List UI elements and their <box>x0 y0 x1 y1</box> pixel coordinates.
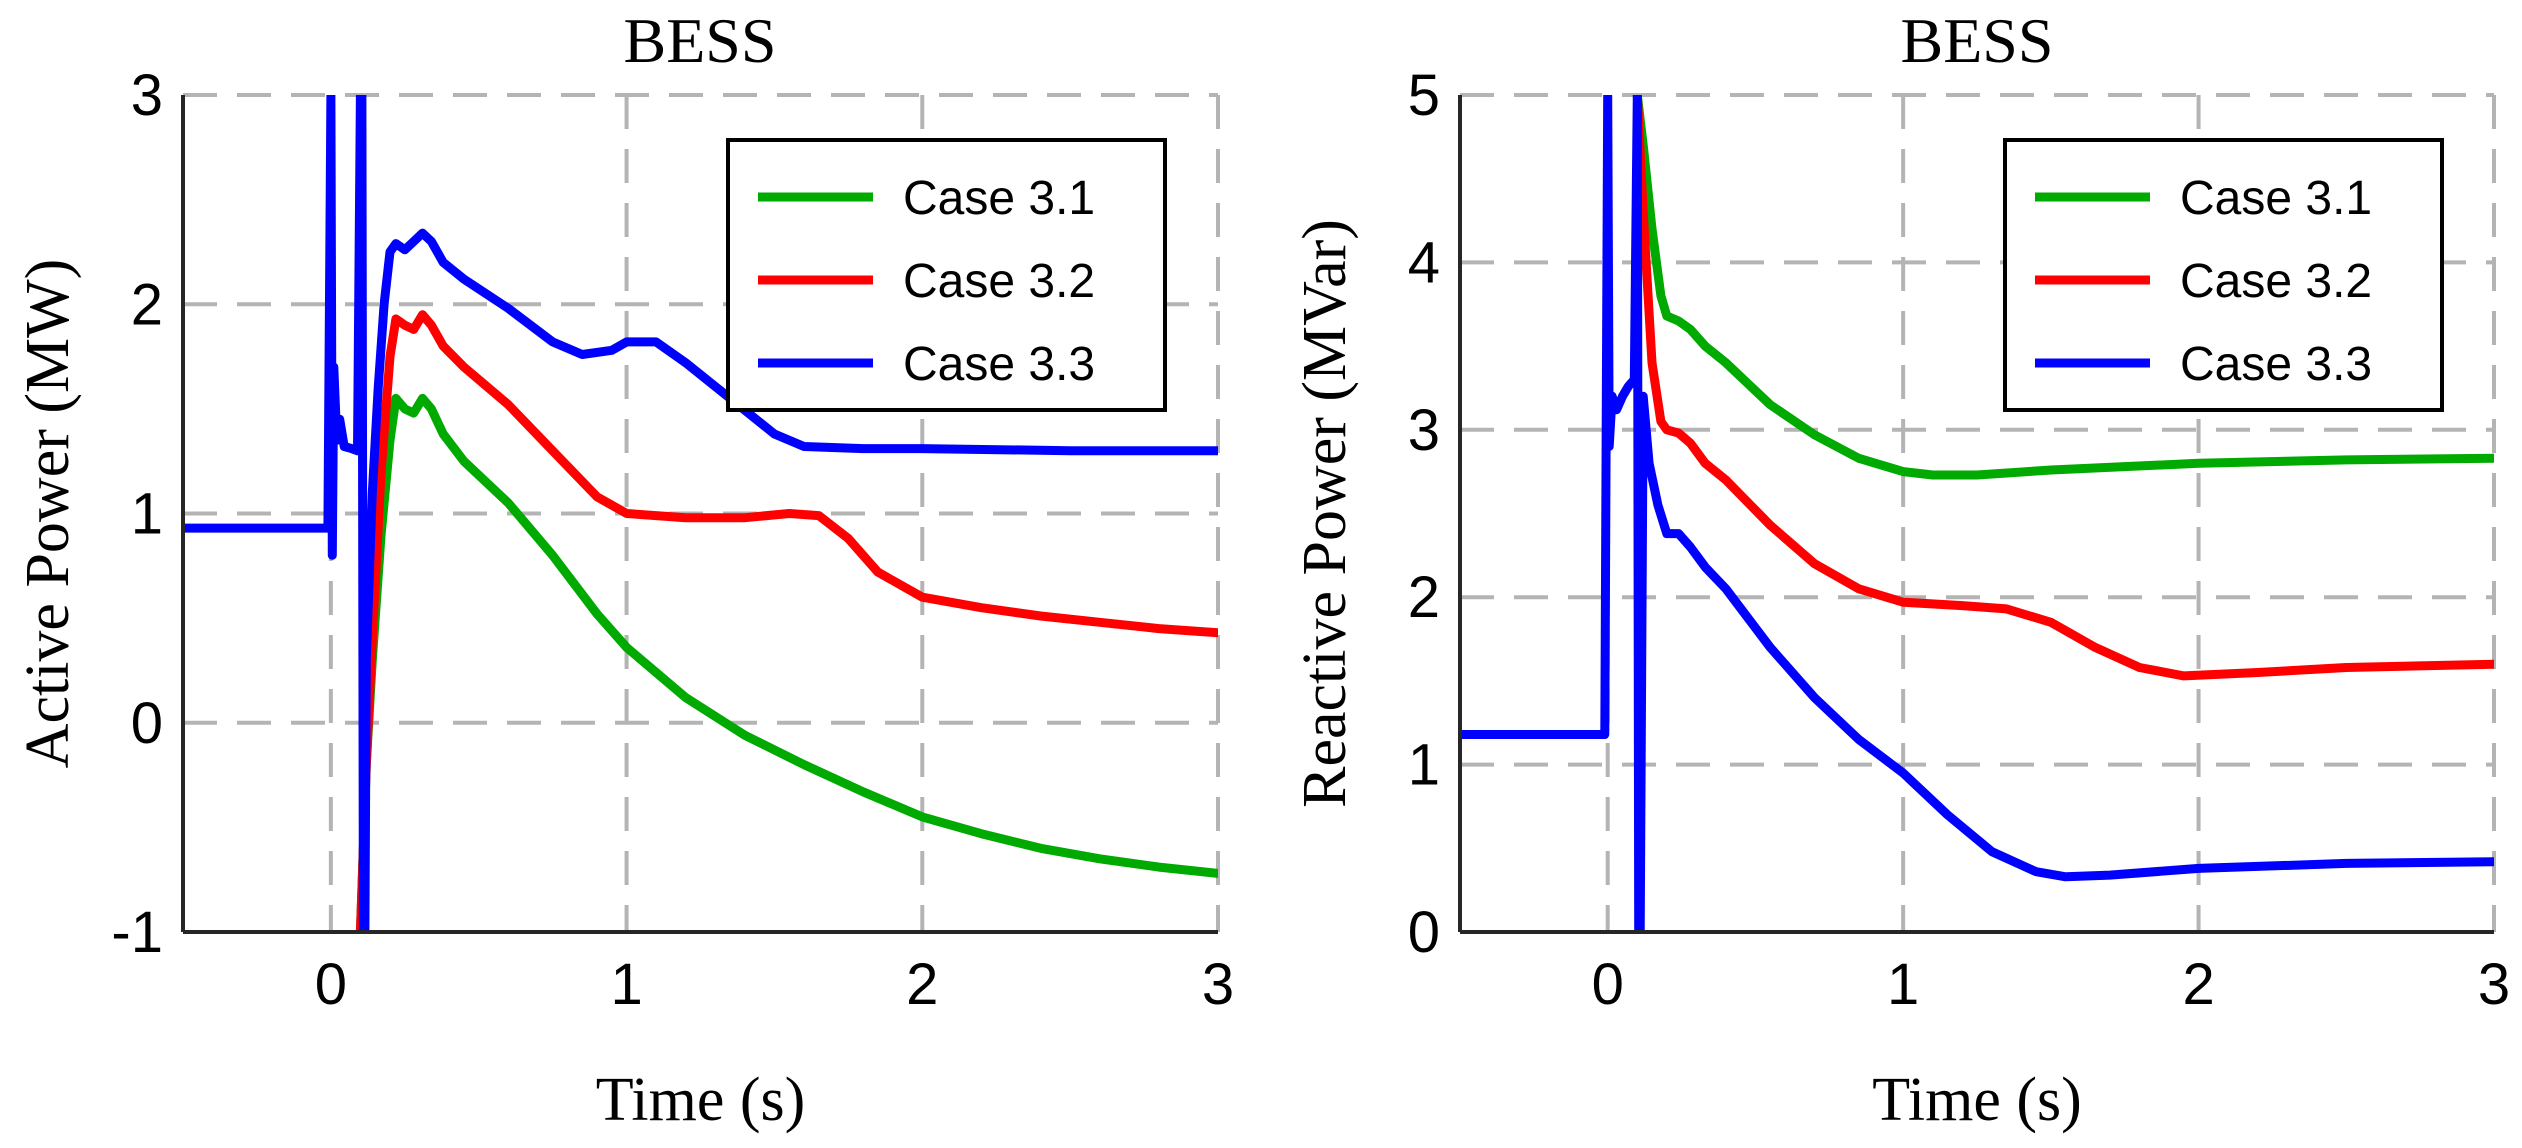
x-tick-label: 0 <box>1592 952 1624 1017</box>
y-axis-label: Reactive Power (MVar) <box>1291 219 1359 808</box>
x-tick-label: 2 <box>2182 952 2214 1017</box>
x-axis-label: Time (s) <box>1872 1066 2082 1134</box>
y-tick-label: 1 <box>1408 733 1440 798</box>
chart-2: 0 1 2 3 0 1 2 3 4 5 BESS Time (s) Reactive Power (MV… <box>1291 5 2510 1134</box>
legend-label-case-3-1: Case 3.1 <box>903 172 1095 225</box>
legend-label-case-3-3: Case 3.3 <box>2180 338 2372 391</box>
legend-label-case-3-2: Case 3.2 <box>903 255 1095 308</box>
series-line-case-3-3 <box>1460 95 2494 932</box>
y-tick-label: 3 <box>1408 398 1440 463</box>
legend-label-case-3-1: Case 3.1 <box>2180 172 2372 225</box>
y-axis-label: Active Power (MW) <box>14 259 82 769</box>
x-tick-label: 1 <box>1887 952 1919 1017</box>
chart-title: BESS <box>624 5 777 76</box>
plot-area <box>183 95 1218 932</box>
series-line-case-3-3 <box>183 95 1218 932</box>
chart-title: BESS <box>1901 5 2054 76</box>
legend: Case 3.1 Case 3.2 Case 3.3 <box>726 138 1167 412</box>
series-line-case-3-2 <box>355 310 1218 932</box>
series-line-case-3-1 <box>1632 95 2494 480</box>
y-tick-label: 5 <box>1408 63 1440 128</box>
y-tick-label: 1 <box>131 482 163 547</box>
legend: Case 3.1 Case 3.2 Case 3.3 <box>2003 138 2444 412</box>
y-tick-label: 2 <box>1408 565 1440 630</box>
x-tick-label: 0 <box>315 952 347 1017</box>
y-tick-label: 2 <box>131 272 163 337</box>
x-tick-label: 2 <box>906 952 938 1017</box>
y-tick-label: 0 <box>131 691 163 756</box>
x-tick-label: 3 <box>2478 952 2510 1017</box>
series-line-case-3-2 <box>1632 95 2494 681</box>
series-line-case-3-1 <box>355 393 1218 932</box>
legend-label-case-3-3: Case 3.3 <box>903 338 1095 391</box>
y-tick-label: 0 <box>1408 900 1440 965</box>
plot-area <box>1460 95 2494 932</box>
chart-1: 0 1 2 3 -1 0 1 2 3 BESS Time (s) Active Power (MW) C… <box>14 5 1234 1134</box>
y-tick-label: 3 <box>131 63 163 128</box>
y-tick-label: 4 <box>1408 230 1440 295</box>
y-tick-label: -1 <box>111 900 163 965</box>
x-tick-label: 3 <box>1202 952 1234 1017</box>
legend-label-case-3-2: Case 3.2 <box>2180 255 2372 308</box>
x-tick-label: 1 <box>610 952 642 1017</box>
x-axis-label: Time (s) <box>596 1066 806 1134</box>
